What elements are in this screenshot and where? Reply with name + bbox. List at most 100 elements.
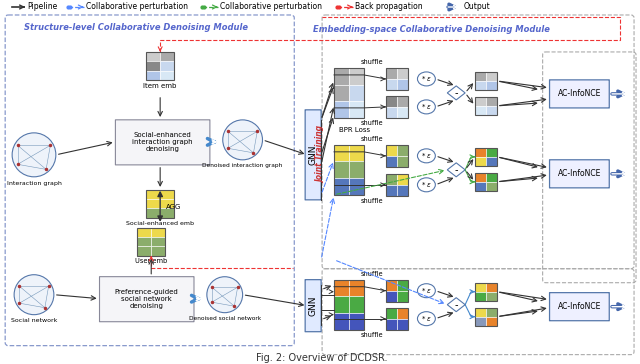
Circle shape <box>12 133 56 177</box>
Bar <box>334 84 349 101</box>
Bar <box>349 84 364 101</box>
Bar <box>147 52 160 61</box>
FancyBboxPatch shape <box>115 120 210 165</box>
Bar <box>475 317 486 326</box>
Bar <box>475 157 486 166</box>
FancyBboxPatch shape <box>305 110 321 200</box>
Bar <box>138 228 165 256</box>
Text: Social network: Social network <box>11 318 57 323</box>
Bar <box>334 280 364 330</box>
Bar <box>160 199 174 209</box>
Bar <box>334 313 349 330</box>
Bar <box>386 308 397 318</box>
Bar <box>397 185 408 196</box>
Text: Pipeline: Pipeline <box>27 3 58 12</box>
Bar <box>475 173 497 191</box>
Bar <box>147 190 160 199</box>
Bar <box>334 178 349 195</box>
Text: Joint Training: Joint Training <box>317 126 326 183</box>
Bar <box>386 156 397 167</box>
Text: Collaborative perturbation: Collaborative perturbation <box>86 3 188 12</box>
Text: Embedding-space Collaborative Denoising Module: Embedding-space Collaborative Denoising … <box>313 25 550 35</box>
Bar <box>386 68 397 79</box>
Text: Denoised interaction graph: Denoised interaction graph <box>202 163 283 168</box>
Bar <box>147 52 174 80</box>
Bar <box>349 313 364 330</box>
Bar <box>397 174 408 185</box>
Bar <box>397 79 408 90</box>
Bar <box>349 280 364 296</box>
Bar <box>397 96 408 107</box>
Bar <box>397 68 408 79</box>
Bar <box>386 145 408 167</box>
Text: Preference-guided
social network
denoising: Preference-guided social network denoisi… <box>115 289 179 309</box>
Text: shuffle: shuffle <box>360 120 383 126</box>
Ellipse shape <box>417 149 435 163</box>
Bar <box>486 283 497 292</box>
Text: Denoised social network: Denoised social network <box>189 316 260 321</box>
Bar <box>475 72 486 81</box>
Bar <box>475 72 497 90</box>
Bar <box>397 156 408 167</box>
Bar <box>138 228 151 237</box>
Ellipse shape <box>417 312 435 326</box>
Bar <box>349 296 364 313</box>
Bar <box>386 291 397 302</box>
Bar <box>486 292 497 301</box>
Text: -: - <box>454 165 458 175</box>
Bar <box>334 296 349 313</box>
Bar <box>334 68 349 84</box>
Bar <box>386 68 408 90</box>
Text: shuffle: shuffle <box>360 59 383 65</box>
Bar <box>386 145 397 156</box>
Bar <box>486 173 497 182</box>
Bar <box>386 96 408 118</box>
Bar <box>475 106 486 115</box>
Bar <box>475 97 486 106</box>
Bar <box>397 291 408 302</box>
Bar <box>386 280 408 302</box>
Text: AC-InfoNCE: AC-InfoNCE <box>557 90 601 98</box>
Text: AC-InfoNCE: AC-InfoNCE <box>557 169 601 178</box>
Bar <box>475 283 497 301</box>
Text: BPR Loss: BPR Loss <box>339 127 370 133</box>
Bar <box>151 246 165 256</box>
Text: GNN: GNN <box>308 296 317 316</box>
Bar <box>475 308 486 317</box>
Bar <box>334 145 349 162</box>
Bar <box>397 145 408 156</box>
Bar <box>334 101 349 118</box>
Bar <box>475 308 497 326</box>
Text: Social-enhanced
interaction graph
denoising: Social-enhanced interaction graph denois… <box>132 132 193 153</box>
Bar <box>334 145 364 195</box>
Bar <box>386 107 397 118</box>
Text: shuffle: shuffle <box>360 136 383 142</box>
Bar <box>475 97 497 115</box>
FancyBboxPatch shape <box>550 80 609 108</box>
Bar <box>147 199 160 209</box>
Polygon shape <box>447 298 465 312</box>
FancyBboxPatch shape <box>99 277 194 322</box>
Text: shuffle: shuffle <box>360 271 383 277</box>
Bar <box>486 106 497 115</box>
Bar <box>475 148 497 166</box>
Bar <box>151 237 165 246</box>
Text: User emb: User emb <box>135 258 167 264</box>
Bar <box>475 182 486 191</box>
Circle shape <box>14 275 54 314</box>
Bar <box>486 97 497 106</box>
Bar <box>475 148 486 157</box>
Bar <box>475 173 486 182</box>
Bar <box>486 308 497 317</box>
Bar <box>160 71 174 80</box>
Text: AC-InfoNCE: AC-InfoNCE <box>557 302 601 311</box>
Bar <box>334 162 349 178</box>
Bar <box>349 68 364 84</box>
Bar <box>138 246 151 256</box>
Bar <box>160 61 174 71</box>
Bar <box>397 308 408 318</box>
Text: AGG: AGG <box>166 204 182 210</box>
Bar <box>486 157 497 166</box>
Bar <box>386 79 397 90</box>
Text: Structure-level Collaborative Denoising Module: Structure-level Collaborative Denoising … <box>24 23 248 32</box>
